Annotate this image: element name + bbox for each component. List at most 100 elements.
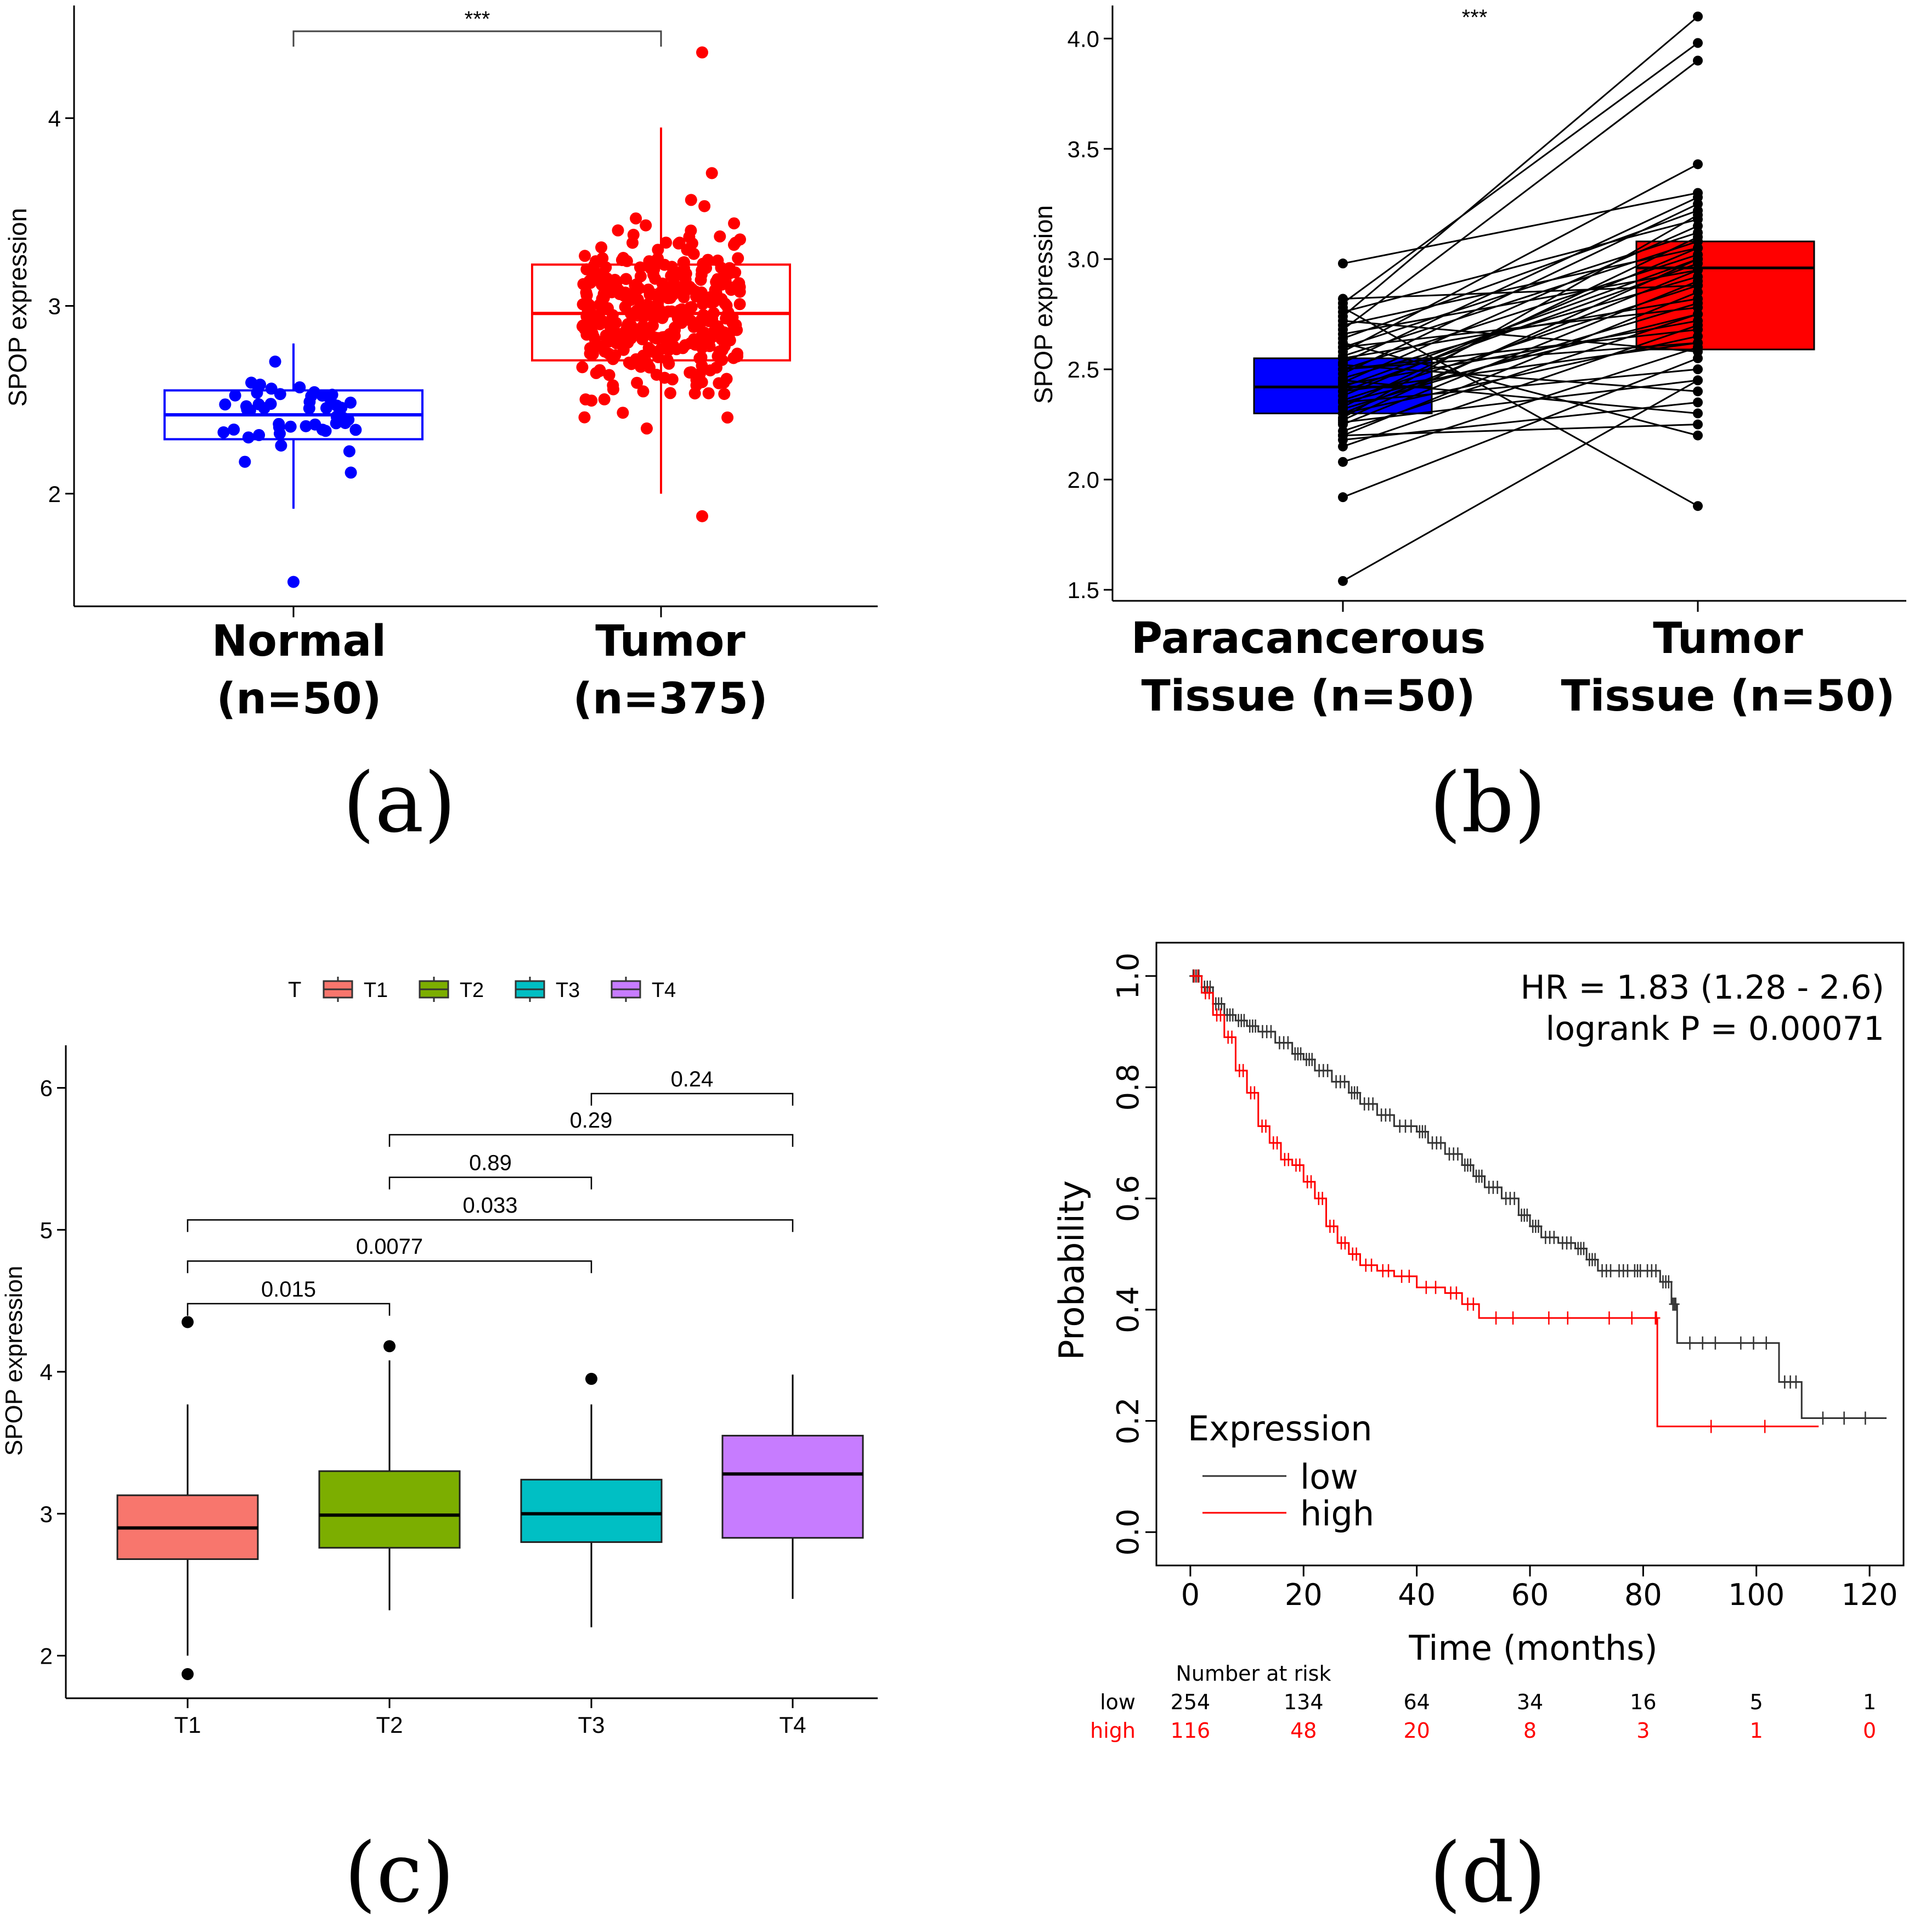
panel-d-x-tick-label: 20: [1285, 1578, 1323, 1612]
panel-c-box-t3: [520, 1479, 663, 1543]
panel-a-point-normal: [345, 466, 357, 479]
panel-d-risk-value: 48: [1290, 1719, 1317, 1743]
panel-a-point-tumor: [576, 320, 589, 333]
panel-b-point-tumor: [1693, 254, 1703, 264]
panel-d-censor-mark-high: [1469, 1297, 1477, 1311]
panel-b-significance-label: ***: [1462, 5, 1488, 30]
panel-b-point-tumor: [1693, 55, 1703, 66]
panel-a-point-tumor: [667, 289, 679, 301]
panel-d-x-tick-label: 80: [1624, 1578, 1662, 1612]
panel-d-censor-mark-high: [1545, 1311, 1553, 1325]
panel-d-censor-mark-low: [1493, 1180, 1501, 1194]
panel-a-point-tumor: [685, 314, 697, 327]
panel-a-point-tumor: [729, 266, 742, 279]
panel-c-comparison-pvalue: 0.0077: [356, 1235, 423, 1259]
panel-d-censor-mark-high: [1405, 1270, 1413, 1283]
panel-a-y-axis-label: SPOP expression: [3, 208, 32, 407]
panel-d-hr-text: HR = 1.83 (1.28 - 2.6): [1520, 968, 1884, 1007]
panel-c-outlier-point: [182, 1668, 194, 1681]
panel-d-censor-mark-low: [1550, 1231, 1558, 1244]
panel-b-marks: [1253, 12, 1815, 586]
panel-d-censor-mark-high: [1194, 969, 1202, 983]
panel-d-legend-title: Expression: [1188, 1409, 1373, 1449]
panel-a-point-normal: [300, 420, 312, 432]
panel-a-outlier-point: [696, 510, 708, 522]
panel-d-censor-mark-high: [1492, 1311, 1500, 1325]
panel-a-point-tumor: [728, 239, 740, 251]
panel-a-point-tumor: [650, 369, 663, 381]
panel-a-point-tumor: [710, 361, 722, 374]
panel-b-pair-line: [1342, 247, 1698, 397]
panel-d-y-tick-label: 0.6: [1111, 1175, 1145, 1222]
panel-b-category-tumor-line1: Tumor: [1653, 614, 1803, 663]
panel-a-point-tumor: [715, 278, 728, 291]
panel-c-y-tick-label: 3: [40, 1501, 53, 1527]
panel-a-point-tumor: [587, 341, 600, 353]
panel-b-pair-line: [1342, 15, 1698, 317]
panel-d-risk-row-label-high: high: [1090, 1719, 1136, 1743]
panel-a-point-tumor: [724, 326, 736, 339]
panel-a-point-normal: [335, 402, 348, 414]
panel-d-censor-mark-high: [1250, 1086, 1258, 1100]
panel-a-point-tumor: [594, 318, 606, 330]
panel-a-point-tumor: [733, 298, 746, 311]
panel-d-risk-title: Number at risk: [1176, 1661, 1331, 1686]
panel-a-point-tumor: [598, 345, 611, 358]
panel-d-censor-mark-high: [1761, 1420, 1769, 1433]
panel-b-point-tumor: [1693, 243, 1703, 254]
panel-d-censor-mark-low: [1523, 1208, 1531, 1222]
panel-a-point-normal: [273, 421, 285, 433]
panel-b-point-paracancerous: [1338, 457, 1348, 467]
panel-a-point-normal: [284, 420, 297, 433]
panel-b-pair-line: [1342, 284, 1698, 300]
panel-a-point-tumor: [714, 230, 726, 243]
panel-d-y-axis-label: Probability: [1052, 1180, 1092, 1360]
panel-b-point-paracancerous: [1338, 364, 1348, 375]
panel-b-pair-line: [1342, 357, 1698, 498]
panel-d-censor-mark-high: [1432, 1281, 1440, 1294]
panel-d-censor-mark-low: [1297, 1047, 1305, 1061]
panel-d-censor-mark-low: [1324, 1064, 1332, 1078]
panel-a-point-tumor: [720, 373, 733, 385]
panel-a-point-tumor: [579, 250, 591, 262]
panel-d-censor-mark-low: [1762, 1336, 1770, 1350]
panel-b-point-tumor: [1693, 430, 1703, 441]
panel-d-x-tick-label: 120: [1842, 1578, 1898, 1612]
panel-d-x-tick-label: 40: [1398, 1578, 1436, 1612]
panel-b-point-tumor: [1693, 159, 1703, 170]
panel-a-point-tumor: [677, 291, 690, 303]
panel-a-point-tumor: [588, 330, 600, 343]
panel-b-point-tumor: [1693, 346, 1703, 357]
panel-d-censor-mark-low: [1580, 1242, 1588, 1255]
panel-a-point-tumor: [635, 361, 647, 373]
panel-d-censor-mark-high: [1368, 1258, 1376, 1272]
panel-a-point-normal: [239, 455, 251, 468]
panel-b-pair-line: [1342, 329, 1698, 370]
panel-d-risk-table: Number at risk low 254 134 64 34 16 5 1 high 116 4…: [1090, 1661, 1876, 1743]
panel-c-comparison-bracket: [187, 1219, 794, 1232]
panel-d-risk-value: 0: [1863, 1719, 1876, 1743]
panel-a-point-tumor: [580, 289, 593, 301]
panel-d-censor-mark-high: [1307, 1175, 1315, 1189]
panel-b-point-tumor: [1693, 375, 1703, 386]
panel-a-y-tick-label: 2: [48, 481, 61, 507]
panel-b-pair-line: [1342, 342, 1698, 370]
panel-a-point-tumor: [721, 411, 734, 424]
panel-d-censor-mark-low: [1217, 997, 1226, 1011]
panel-a-point-tumor: [702, 387, 715, 399]
panel-c-outlier-point: [585, 1372, 597, 1385]
panel-a-point-tumor: [684, 280, 696, 293]
panel-b-point-tumor: [1693, 294, 1703, 304]
panel-a-point-normal: [253, 429, 266, 441]
panel-a-point-tumor: [607, 383, 619, 396]
panel-a-point-tumor: [660, 236, 673, 249]
panel-a-point-tumor: [603, 320, 616, 332]
panel-a-y-ticks: 2 3 4: [48, 105, 74, 507]
panel-d-censor-mark-high: [1216, 1008, 1224, 1022]
panel-a-point-tumor: [720, 299, 733, 312]
panel-d-censor-mark-low: [1840, 1411, 1848, 1425]
panel-a-point-tumor: [656, 277, 669, 290]
panel-d-censor-mark-low: [1861, 1411, 1870, 1425]
panel-c-comparison-bracket: [388, 1134, 794, 1147]
